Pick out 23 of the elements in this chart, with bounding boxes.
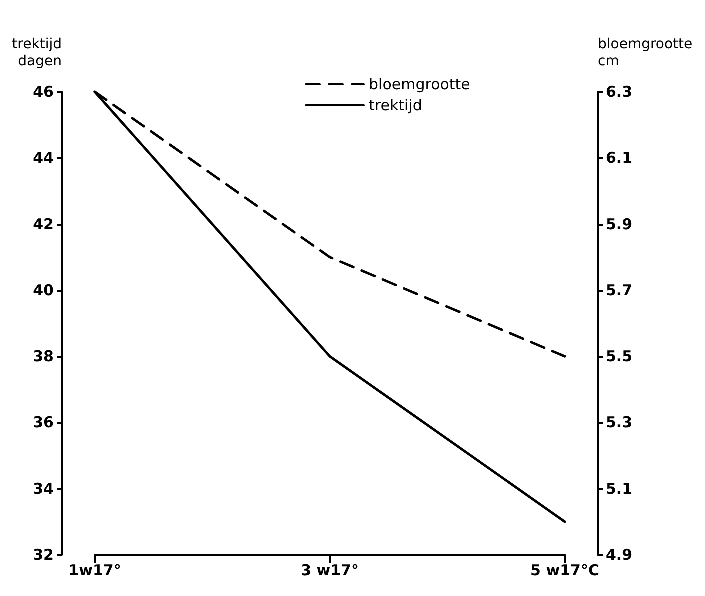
y2-tick-label: 5.9 [606, 215, 633, 234]
y2-tick-label: 6.1 [606, 149, 633, 168]
legend-label: trektijd [369, 96, 422, 114]
x-tick-label: 1w17° [68, 562, 122, 580]
y-axis-title: trektijd dagen [12, 36, 62, 70]
y2-tick-label: 5.3 [606, 414, 633, 432]
x-tick-label: 5 w17°C [530, 562, 600, 580]
legend-label: bloemgrootte [369, 76, 470, 94]
y-tick-label: 36 [33, 414, 54, 432]
y-tick-label: 46 [33, 83, 54, 101]
y2-tick-label: 4.9 [606, 546, 633, 564]
y-tick-label: 40 [33, 281, 54, 300]
y2-tick-label: 5.1 [606, 480, 633, 498]
y2-tick-label: 5.7 [606, 281, 633, 300]
y-tick-label: 38 [33, 348, 54, 366]
y-tick-label: 42 [33, 215, 54, 234]
y-tick-label: 44 [33, 149, 54, 168]
y-tick-label: 32 [33, 546, 54, 564]
y2-tick-label: 5.5 [606, 348, 633, 366]
y-tick-label: 34 [33, 480, 54, 498]
x-tick-label: 3 w17° [301, 562, 359, 580]
y2-tick-label: 6.3 [606, 83, 633, 101]
y2-axis-title: bloemgrootte cm [598, 36, 693, 70]
